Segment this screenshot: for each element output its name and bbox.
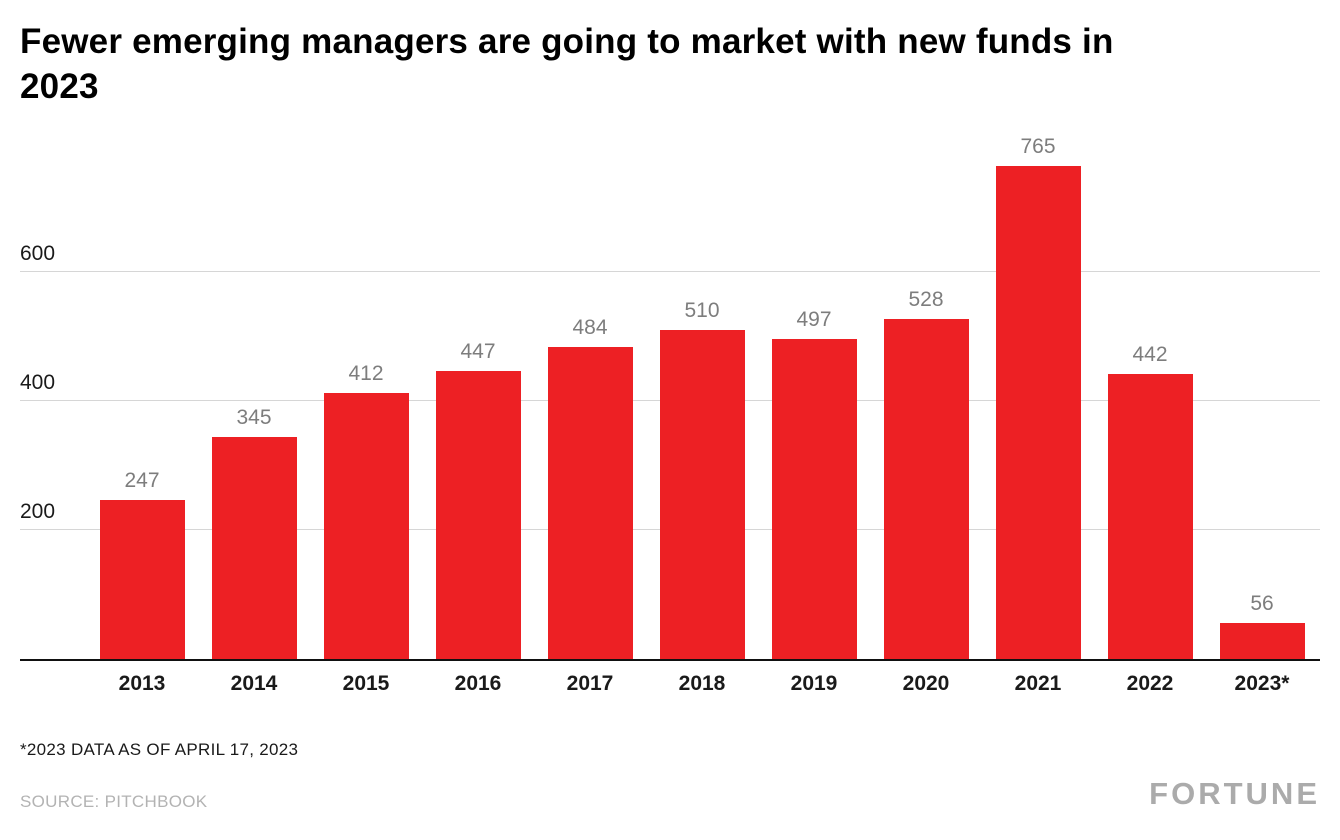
x-axis-label: 2023* bbox=[1234, 671, 1290, 695]
bars: 247 345 412 447 484 510 497 528 765 442 56 bbox=[86, 135, 1318, 659]
bar bbox=[547, 346, 633, 659]
source-label: SOURCE: PITCHBOOK bbox=[20, 791, 208, 811]
bar-value-label: 528 bbox=[908, 287, 944, 311]
bar bbox=[995, 165, 1081, 659]
x-axis-label: 2013 bbox=[118, 671, 166, 695]
bar bbox=[323, 392, 409, 659]
bar bbox=[211, 436, 297, 659]
plot-area: 247 345 412 447 484 510 497 528 765 442 56 200 400 6… bbox=[20, 135, 1320, 661]
bar bbox=[99, 499, 185, 659]
x-axis-label: 2017 bbox=[566, 671, 614, 695]
x-axis-label: 2019 bbox=[790, 671, 838, 695]
x-axis-label: 2021 bbox=[1014, 671, 1062, 695]
fortune-logo: FORTUNE bbox=[1149, 775, 1320, 811]
bar-slot: 247 bbox=[86, 469, 198, 659]
bar bbox=[1107, 373, 1193, 659]
bar-slot: 345 bbox=[198, 406, 310, 659]
bar-value-label: 447 bbox=[460, 339, 496, 363]
x-axis-labels: 2013 2014 2015 2016 2017 2018 2019 2020 2021 2022… bbox=[20, 672, 1320, 696]
bar bbox=[771, 338, 857, 659]
gridline: 600 bbox=[20, 242, 1320, 272]
y-axis-tick-label: 400 bbox=[20, 370, 56, 394]
bar-value-label: 56 bbox=[1250, 591, 1274, 615]
x-axis-label: 2014 bbox=[230, 671, 278, 695]
x-axis-label: 2018 bbox=[678, 671, 726, 695]
x-axis-label: 2016 bbox=[454, 671, 502, 695]
x-axis-label: 2020 bbox=[902, 671, 950, 695]
bar-value-label: 412 bbox=[348, 361, 384, 385]
bar-value-label: 345 bbox=[236, 405, 272, 429]
bar-slot: 442 bbox=[1094, 343, 1206, 659]
chart-title: Fewer emerging managers are going to mar… bbox=[20, 22, 1114, 106]
bar-value-label: 484 bbox=[572, 315, 608, 339]
bar-slot: 510 bbox=[646, 299, 758, 659]
bar bbox=[659, 329, 745, 659]
bar bbox=[883, 318, 969, 659]
source-row: SOURCE: PITCHBOOK FORTUNE bbox=[20, 776, 1320, 812]
x-axis-label: 2022 bbox=[1126, 671, 1174, 695]
bar bbox=[1219, 622, 1305, 659]
bar-value-label: 497 bbox=[796, 307, 832, 331]
y-axis-tick-label: 200 bbox=[20, 499, 56, 523]
bar-slot: 528 bbox=[870, 288, 982, 659]
bar-slot: 765 bbox=[982, 135, 1094, 659]
footnote: *2023 DATA AS OF APRIL 17, 2023 bbox=[20, 739, 299, 759]
bar-value-label: 247 bbox=[124, 468, 160, 492]
bar bbox=[435, 370, 521, 659]
bar-slot: 497 bbox=[758, 308, 870, 659]
y-axis-tick-label: 600 bbox=[20, 241, 56, 265]
bar-value-label: 765 bbox=[1020, 134, 1056, 158]
bar-value-label: 510 bbox=[684, 298, 720, 322]
bar-slot: 484 bbox=[534, 316, 646, 659]
x-axis-label: 2015 bbox=[342, 671, 390, 695]
bar-slot: 447 bbox=[422, 340, 534, 659]
bar-slot: 412 bbox=[310, 362, 422, 659]
bar-slot: 56 bbox=[1206, 592, 1318, 659]
bar-value-label: 442 bbox=[1132, 342, 1168, 366]
